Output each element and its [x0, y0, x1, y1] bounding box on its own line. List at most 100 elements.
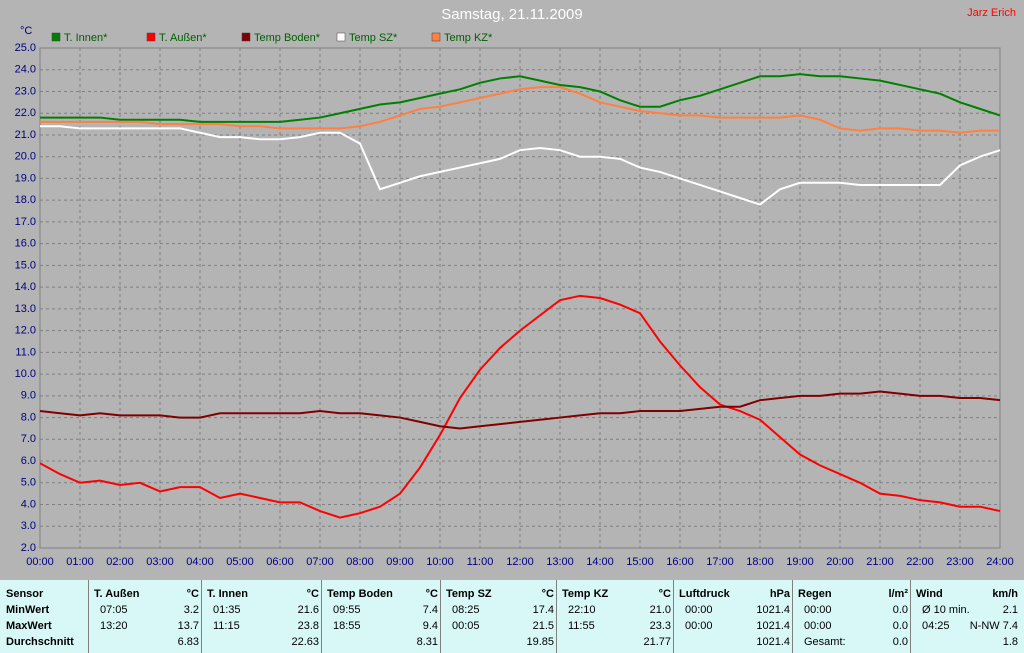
y-tick-label: 14.0	[15, 281, 36, 293]
y-tick-label: 8.0	[21, 411, 36, 423]
group-unit: °C	[186, 588, 199, 600]
column-separator	[910, 580, 911, 653]
x-tick-label: 00:00	[26, 556, 54, 568]
x-tick-label: 03:00	[146, 556, 174, 568]
cell-time: 08:25	[452, 604, 480, 616]
column-separator	[673, 580, 674, 653]
y-tick-label: 19.0	[15, 172, 36, 184]
cell-value: 9.4	[422, 620, 438, 632]
x-tick-label: 18:00	[746, 556, 774, 568]
x-tick-label: 14:00	[586, 556, 614, 568]
x-tick-label: 16:00	[666, 556, 694, 568]
legend-swatch	[431, 32, 441, 42]
chart: Samstag, 21.11.2009 Jarz Erich °C 2.0 3.0…	[15, 6, 1016, 568]
group-name: T. Innen	[207, 588, 248, 600]
cell-value: 13.7	[177, 620, 199, 632]
legend-swatch	[241, 32, 251, 42]
x-tick-label: 06:00	[266, 556, 294, 568]
cell-value: N-NW 7.4	[969, 620, 1018, 632]
y-tick-label: 25.0	[15, 42, 36, 54]
y-tick-label: 9.0	[21, 390, 36, 402]
y-tick-label: 15.0	[15, 259, 36, 271]
group-unit: hPa	[769, 588, 790, 600]
legend-label: T. Innen*	[64, 32, 108, 44]
x-tick-label: 02:00	[106, 556, 134, 568]
y-tick-label: 21.0	[15, 129, 36, 141]
series-line	[40, 125, 1001, 206]
cell-time: 00:00	[804, 620, 832, 632]
chart-title: Samstag, 21.11.2009	[441, 6, 583, 23]
x-tick-label: 10:00	[426, 556, 454, 568]
y-tick-label: 10.0	[15, 368, 36, 380]
cell-time: Ø 10 min.	[922, 604, 970, 616]
cell-value: 21.6	[297, 604, 319, 616]
group-unit: °C	[541, 588, 554, 600]
series-line	[40, 73, 1001, 123]
legend-swatch	[336, 32, 346, 42]
cell-value: 3.2	[183, 604, 199, 616]
x-tick-label: 01:00	[66, 556, 94, 568]
y-tick-label: 24.0	[15, 64, 36, 76]
group-name: Wind	[916, 588, 943, 600]
row-label: MinWert	[6, 604, 50, 616]
cell-value: 1021.4	[756, 604, 790, 616]
legend-swatch	[146, 32, 156, 42]
legend-label: T. Außen*	[159, 32, 207, 44]
y-tick-label: 5.0	[21, 477, 36, 489]
y-tick-label: 13.0	[15, 303, 36, 315]
legend-label: Temp KZ*	[444, 32, 493, 44]
cell-value: 19.85	[526, 636, 554, 648]
group-unit: km/h	[992, 588, 1018, 600]
series-line	[39, 390, 1001, 430]
stats-table: Sensor MinWert MaxWert Durchschnitt T. Außen…	[0, 580, 1024, 653]
x-tick-label: 24:00	[986, 556, 1014, 568]
cell-value: 22.63	[291, 636, 319, 648]
cell-value: 21.77	[643, 636, 671, 648]
x-tick-label: 04:00	[186, 556, 214, 568]
y-tick-label: 6.0	[21, 455, 36, 467]
y-tick-label: 11.0	[15, 346, 36, 358]
column-separator	[201, 580, 202, 653]
y-tick-label: 22.0	[15, 107, 36, 119]
group-unit: °C	[425, 588, 438, 600]
group-unit: °C	[306, 588, 319, 600]
cell-value: 1021.4	[756, 636, 790, 648]
cell-time: 00:00	[685, 604, 713, 616]
cell-value: 1.8	[1002, 636, 1018, 648]
cell-time: 22:10	[568, 604, 596, 616]
x-tick-label: 12:00	[506, 556, 534, 568]
x-tick-label: 15:00	[626, 556, 654, 568]
x-tick-label: 11:00	[467, 556, 494, 568]
x-tick-label: 21:00	[866, 556, 894, 568]
series-line	[40, 86, 1000, 134]
y-tick-label: 18.0	[15, 194, 36, 206]
y-tick-label: 12.0	[15, 325, 36, 337]
x-tick-label: 19:00	[786, 556, 814, 568]
x-tick-label: 08:00	[346, 556, 374, 568]
row-label: MaxWert	[6, 620, 52, 632]
cell-value: 21.0	[649, 604, 671, 616]
cell-value: 8.31	[416, 636, 438, 648]
column-separator	[556, 580, 557, 653]
cell-time: 00:00	[685, 620, 713, 632]
cell-value: 23.3	[649, 620, 671, 632]
y-tick-label: 17.0	[15, 216, 36, 228]
column-separator	[440, 580, 441, 653]
x-tick-label: 09:00	[386, 556, 414, 568]
cell-time: 11:55	[568, 620, 595, 632]
y-tick-label: 2.0	[21, 542, 36, 554]
column-separator	[792, 580, 793, 653]
cell-time: 04:25	[922, 620, 950, 632]
series-line	[39, 294, 1001, 519]
cell-value: 7.4	[422, 604, 438, 616]
cell-value: 17.4	[532, 604, 554, 616]
column-separator	[88, 580, 89, 653]
cell-time: 00:05	[452, 620, 480, 632]
row-label: Durchschnitt	[6, 636, 74, 648]
y-tick-label: 16.0	[15, 238, 36, 250]
cell-value: 6.83	[177, 636, 199, 648]
group-unit: l/m²	[888, 588, 908, 600]
group-name: Temp KZ	[562, 588, 609, 600]
group-name: T. Außen	[94, 588, 140, 600]
y-tick-label: 20.0	[15, 151, 36, 163]
